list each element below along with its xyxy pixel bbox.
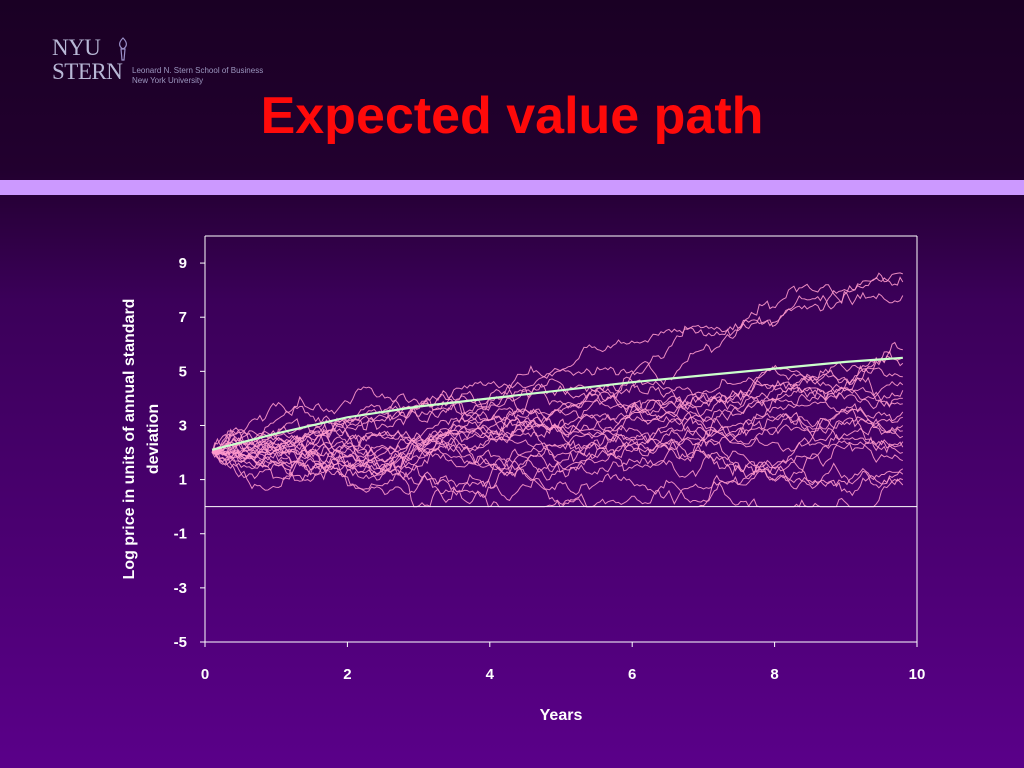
accent-band [0, 180, 1024, 195]
simulated-path-line [211, 407, 903, 483]
y-axis-title: Log price in units of annual standard dev… [121, 299, 162, 580]
simulated-path-line [212, 440, 904, 502]
expected-path-line [211, 356, 903, 451]
x-axis-title: Years [540, 707, 583, 724]
logo-subtitle-line1: Leonard N. Stern School of Business [132, 66, 264, 75]
x-tick-label: 6 [628, 666, 636, 683]
y-tick-label: 7 [179, 309, 187, 326]
y-tick-label: -1 [174, 526, 187, 543]
torch-icon [119, 37, 127, 61]
x-tick-label: 2 [343, 666, 351, 683]
y-tick-label: 3 [179, 417, 187, 434]
y-axis-title-line2: deviation [145, 404, 162, 474]
y-axis-title-line1: Log price in units of annual standard [121, 299, 138, 580]
simulated-path-line [211, 403, 904, 508]
y-tick-label: 9 [179, 255, 187, 272]
expected-path-layer [211, 356, 903, 451]
chart-axes: 9 7 5 3 1 -1 -3 -5 0 2 4 6 8 10 [174, 235, 926, 683]
simulated-path-line [211, 416, 903, 478]
logo-subtitle-line2: New York University [132, 76, 204, 85]
simulated-path-line [211, 283, 904, 465]
simulated-path-line [211, 376, 904, 505]
simulated-path-line [211, 420, 904, 493]
slide-title: Expected value path [260, 87, 764, 145]
simulated-path-line [211, 435, 904, 504]
logo-line-stern: STERN [52, 59, 123, 84]
y-tick-label: -5 [174, 634, 187, 651]
nyu-stern-logo: NYU STERN Leonard N. Stern School of Bus… [52, 36, 292, 88]
y-tick-label: -3 [174, 580, 187, 597]
x-tick-label: 8 [770, 666, 778, 683]
simulated-path-line [212, 380, 904, 491]
y-tick-label: 1 [179, 472, 187, 489]
logo-wordmark: NYU STERN [52, 35, 123, 84]
x-tick-label: 4 [486, 666, 495, 683]
x-tick-label: 10 [909, 666, 926, 683]
logo-subtitle: Leonard N. Stern School of Business New … [132, 66, 263, 86]
simulated-path-line [211, 276, 904, 458]
logo-line-nyu: NYU [52, 35, 101, 60]
y-tick-label: 5 [179, 363, 187, 380]
simulated-path-line [211, 415, 904, 490]
x-tick-label: 0 [201, 666, 209, 683]
simulated-paths [211, 272, 904, 508]
